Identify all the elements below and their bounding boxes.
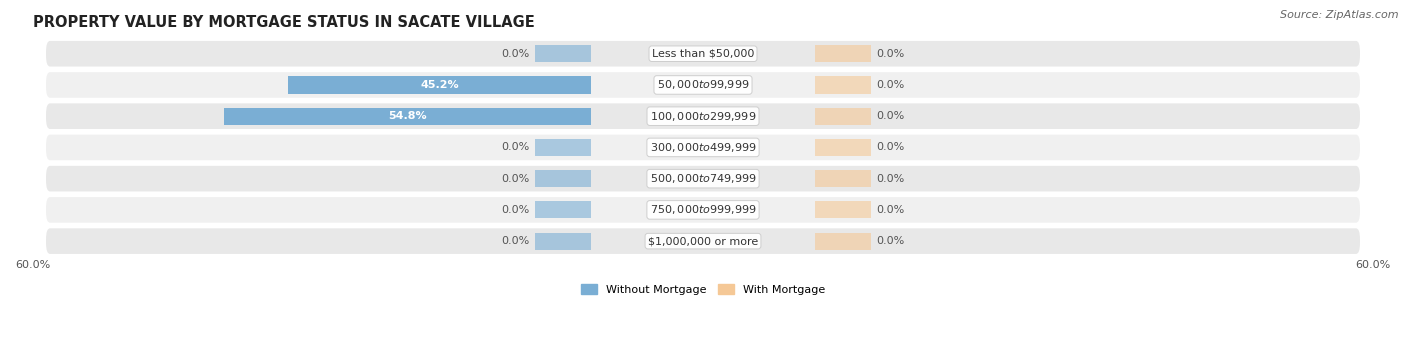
Text: $750,000 to $999,999: $750,000 to $999,999: [650, 203, 756, 217]
FancyBboxPatch shape: [46, 72, 1360, 98]
Text: 0.0%: 0.0%: [876, 205, 904, 215]
Bar: [814, 76, 870, 93]
FancyBboxPatch shape: [46, 166, 1360, 191]
Text: 0.0%: 0.0%: [502, 205, 530, 215]
Bar: [814, 139, 870, 156]
FancyBboxPatch shape: [46, 103, 1360, 129]
Bar: [814, 170, 870, 187]
Text: Less than $50,000: Less than $50,000: [652, 49, 754, 59]
Text: Source: ZipAtlas.com: Source: ZipAtlas.com: [1281, 10, 1399, 20]
Bar: [814, 201, 870, 219]
Text: 0.0%: 0.0%: [876, 174, 904, 184]
Bar: [224, 108, 592, 125]
Text: $50,000 to $99,999: $50,000 to $99,999: [657, 78, 749, 91]
Text: 0.0%: 0.0%: [876, 111, 904, 121]
Bar: [536, 201, 592, 219]
FancyBboxPatch shape: [46, 135, 1360, 160]
Bar: [288, 76, 592, 93]
Text: 0.0%: 0.0%: [876, 143, 904, 152]
Text: 54.8%: 54.8%: [388, 111, 427, 121]
Text: $300,000 to $499,999: $300,000 to $499,999: [650, 141, 756, 154]
Text: PROPERTY VALUE BY MORTGAGE STATUS IN SACATE VILLAGE: PROPERTY VALUE BY MORTGAGE STATUS IN SAC…: [32, 15, 534, 30]
Bar: [536, 170, 592, 187]
Bar: [814, 233, 870, 250]
FancyBboxPatch shape: [46, 228, 1360, 254]
Text: 0.0%: 0.0%: [502, 236, 530, 246]
Legend: Without Mortgage, With Mortgage: Without Mortgage, With Mortgage: [576, 280, 830, 299]
Text: $1,000,000 or more: $1,000,000 or more: [648, 236, 758, 246]
Text: $500,000 to $749,999: $500,000 to $749,999: [650, 172, 756, 185]
Text: 0.0%: 0.0%: [876, 49, 904, 59]
Bar: [536, 233, 592, 250]
Text: 0.0%: 0.0%: [876, 236, 904, 246]
Bar: [536, 45, 592, 62]
Text: 0.0%: 0.0%: [876, 80, 904, 90]
FancyBboxPatch shape: [46, 41, 1360, 66]
Text: 0.0%: 0.0%: [502, 174, 530, 184]
Bar: [814, 45, 870, 62]
Bar: [536, 139, 592, 156]
FancyBboxPatch shape: [46, 197, 1360, 223]
Text: 45.2%: 45.2%: [420, 80, 460, 90]
Text: $100,000 to $299,999: $100,000 to $299,999: [650, 110, 756, 123]
Bar: [814, 108, 870, 125]
Text: 0.0%: 0.0%: [502, 49, 530, 59]
Text: 0.0%: 0.0%: [502, 143, 530, 152]
